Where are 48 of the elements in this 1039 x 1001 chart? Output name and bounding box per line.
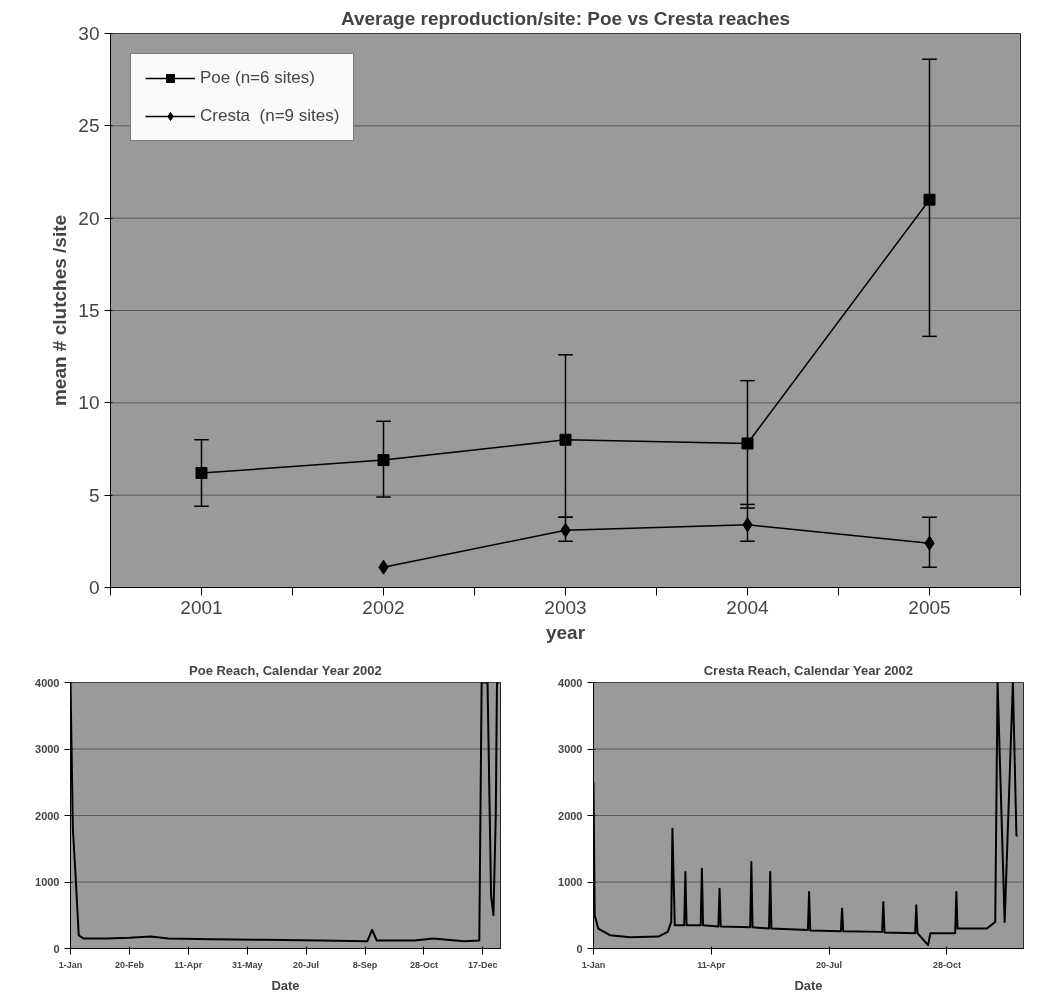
chart-title: Poe Reach, Calendar Year 2002 (189, 662, 382, 678)
x-tick-label: 31-May (231, 959, 263, 970)
x-tick-label: 20-Jul (293, 959, 320, 970)
legend-label: Poe (n=6 sites) (200, 68, 315, 88)
x-axis-title: Date (794, 977, 823, 993)
chart-title: Cresta Reach, Calendar Year 2002 (703, 662, 914, 678)
x-tick-label: 2003 (544, 596, 587, 618)
x-tick-label: 8-Sep (352, 959, 378, 970)
y-tick-label: 4000 (558, 676, 583, 689)
y-tick-label: 20 (78, 207, 100, 229)
y-tick-label: 2000 (35, 809, 60, 822)
x-axis-title: Date (271, 977, 300, 993)
point (923, 193, 936, 206)
x-tick-label: 11-Apr (174, 959, 203, 970)
point (195, 467, 208, 480)
legend-label: Cresta (n=9 sites) (200, 106, 340, 126)
y-tick-label: 3000 (35, 743, 60, 755)
y-tick-label: 0 (88, 577, 100, 598)
y-tick-label: 3000 (558, 743, 583, 755)
point (559, 433, 572, 446)
y-tick-label: 0 (53, 942, 60, 955)
x-tick-label: 28-Oct (409, 959, 438, 970)
x-tick-label: 2002 (362, 596, 405, 618)
y-axis-title: mean # clutches /site (49, 214, 71, 407)
x-tick-label: 20-Jul (816, 959, 843, 970)
x-tick-label: 28-Oct (932, 959, 961, 970)
x-tick-label: 1-Jan (581, 959, 606, 970)
point (741, 437, 754, 450)
y-tick-label: 15 (78, 300, 100, 321)
x-tick-label: 11-Apr (697, 959, 726, 970)
x-tick-label: 2004 (726, 596, 770, 618)
x-tick-label: 2005 (908, 596, 951, 618)
y-tick-label: 0 (576, 942, 583, 955)
y-tick-label: 30 (78, 23, 100, 44)
chart-title: Average reproduction/site: Poe vs Cresta reaches (340, 7, 791, 29)
x-tick-label: 1-Jan (58, 959, 83, 970)
x-tick-label: 20-Feb (114, 959, 145, 970)
y-tick-label: 1000 (558, 876, 583, 888)
x-tick-label: 17-Dec (468, 959, 498, 970)
y-tick-label: 5 (88, 484, 100, 506)
x-tick-label: 2001 (180, 596, 223, 618)
y-tick-label: 2000 (558, 809, 583, 822)
y-tick-label: 1000 (35, 876, 60, 888)
y-tick-label: 25 (78, 115, 100, 137)
y-tick-label: 10 (78, 392, 100, 414)
y-tick-label: 4000 (35, 676, 60, 689)
point (377, 454, 390, 467)
x-axis-title: year (545, 621, 586, 643)
